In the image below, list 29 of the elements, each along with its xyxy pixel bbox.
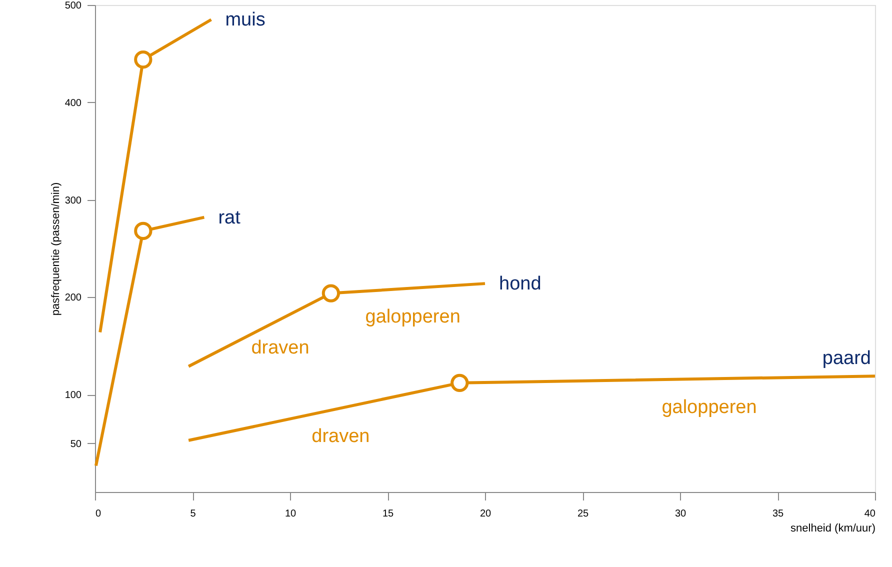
x-tick-label: 10 <box>284 508 296 520</box>
y-tick-label: 400 <box>64 98 82 109</box>
series-label: hond <box>499 274 542 295</box>
series-label: paard <box>822 348 871 370</box>
y-tick-label: 100 <box>64 390 82 402</box>
x-tick-label: 40 <box>864 508 876 520</box>
y-axis-title: pasfrequentie (passen/min) <box>50 182 62 316</box>
x-tick-label: 0 <box>96 508 102 520</box>
x-tick-label: 5 <box>190 508 196 520</box>
point <box>450 374 469 392</box>
annotation: galopperen <box>662 397 757 418</box>
x-tick-label: 20 <box>480 508 492 520</box>
x-tick-label: 35 <box>772 508 784 520</box>
y-tick-label: 50 <box>70 438 82 450</box>
annotation: draven <box>251 338 310 359</box>
point <box>134 222 152 240</box>
y-tick-label: 300 <box>64 195 82 206</box>
x-axis-title: snelheid (km/uur) <box>790 522 876 534</box>
annotation: galopperen <box>365 306 460 328</box>
annotation: draven <box>312 426 370 448</box>
y-tick-label: 200 <box>64 292 82 304</box>
y-tick-label: 500 <box>64 0 82 12</box>
series-label: muis <box>225 10 266 31</box>
point <box>134 50 152 69</box>
x-tick-label: 30 <box>674 508 686 520</box>
x-tick-label: 25 <box>577 508 589 520</box>
x-tick-label: 15 <box>382 508 394 520</box>
series-label: rat <box>218 207 242 228</box>
point <box>322 284 340 302</box>
